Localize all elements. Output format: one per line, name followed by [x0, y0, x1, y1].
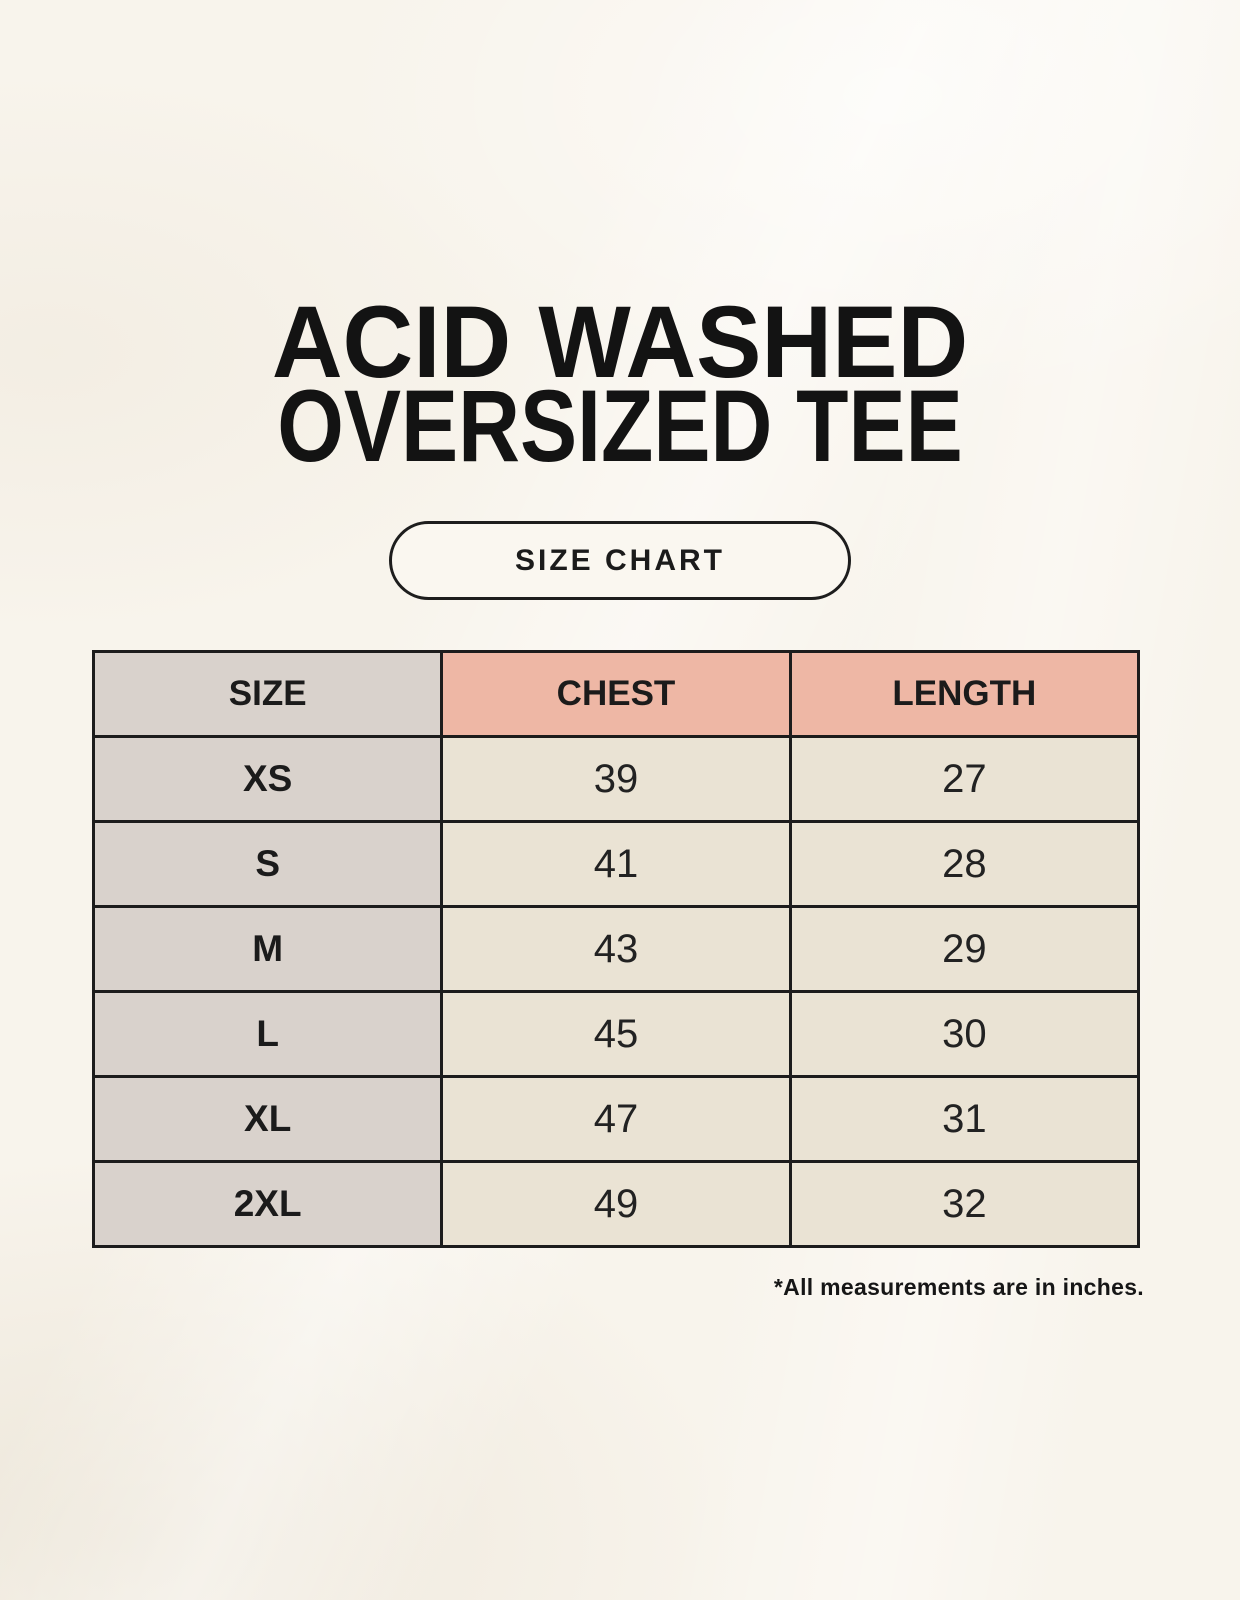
size-cell: M — [91, 905, 444, 993]
table-row-2xl: 2XL 49 32 — [91, 1160, 1141, 1248]
table-row-l: L 45 30 — [91, 990, 1141, 1078]
product-title-line2: OVERSIZED TEE — [277, 369, 963, 483]
size-cell: 2XL — [91, 1160, 444, 1248]
product-title-line1: ACID WASHED — [271, 285, 969, 399]
column-header-length: LENGTH — [788, 650, 1141, 738]
table-row-s: S 41 28 — [91, 820, 1141, 908]
table-header-row: SIZE CHEST LENGTH — [91, 650, 1141, 738]
length-cell: 32 — [788, 1160, 1141, 1248]
table-row-xl: XL 47 31 — [91, 1075, 1141, 1163]
size-chart-button[interactable]: SIZE CHART — [389, 521, 851, 600]
column-header-chest: CHEST — [440, 650, 792, 738]
chest-cell: 49 — [440, 1160, 792, 1248]
product-title: ACID WASHED OVERSIZED TEE — [0, 285, 1240, 483]
size-cell: L — [91, 990, 444, 1078]
length-cell: 29 — [788, 905, 1141, 993]
length-cell: 28 — [788, 820, 1141, 908]
table-row-m: M 43 29 — [91, 905, 1141, 993]
size-cell: S — [91, 820, 444, 908]
size-chart-table: SIZE CHEST LENGTH XS 39 27 S 41 28 M 43 … — [91, 650, 1141, 1248]
table-head: SIZE CHEST LENGTH — [91, 650, 1141, 738]
chest-cell: 39 — [440, 735, 792, 823]
table-row-xs: XS 39 27 — [91, 735, 1141, 823]
size-chart-button-row: SIZE CHART — [0, 521, 1240, 600]
chest-cell: 47 — [440, 1075, 792, 1163]
length-cell: 30 — [788, 990, 1141, 1078]
size-cell: XS — [91, 735, 444, 823]
length-cell: 27 — [788, 735, 1141, 823]
chest-cell: 43 — [440, 905, 792, 993]
chest-cell: 41 — [440, 820, 792, 908]
units-footnote: *All measurements are in inches. — [773, 1274, 1144, 1300]
chest-cell: 45 — [440, 990, 792, 1078]
size-cell: XL — [91, 1075, 444, 1163]
table-body: XS 39 27 S 41 28 M 43 29 L 45 30 XL 47 — [91, 735, 1141, 1248]
length-cell: 31 — [788, 1075, 1141, 1163]
column-header-size: SIZE — [91, 650, 444, 738]
